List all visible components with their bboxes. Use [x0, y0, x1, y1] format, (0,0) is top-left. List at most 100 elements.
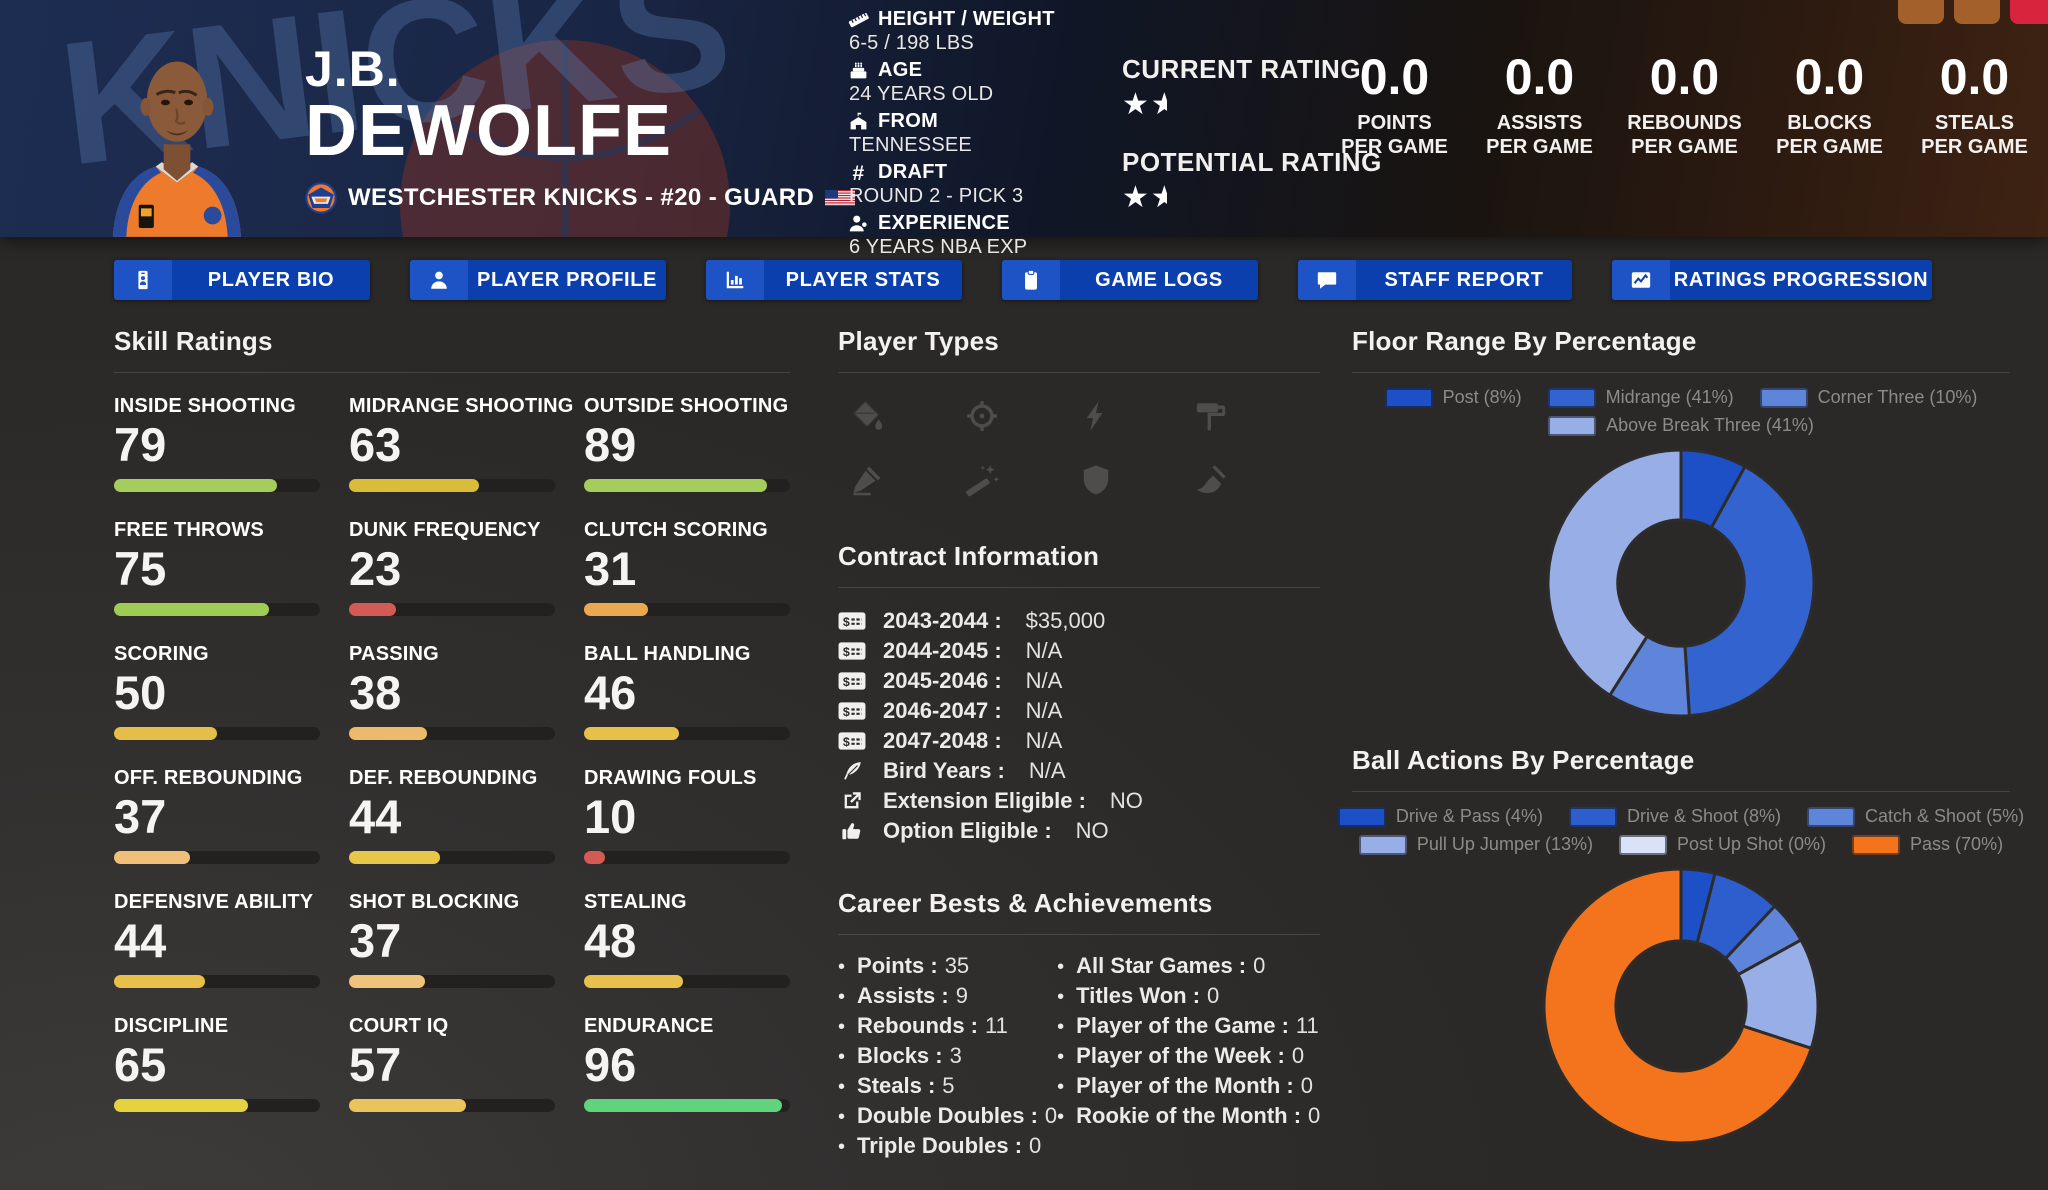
skill-bar-fill — [584, 974, 683, 988]
skill-bar — [114, 1098, 320, 1112]
legend-swatch — [1759, 387, 1808, 408]
tab-player-profile[interactable]: PLAYER PROFILE — [410, 260, 666, 300]
contract-value: N/A — [1025, 638, 1063, 663]
career-label: Assists : — [857, 983, 949, 1008]
skill-bar — [584, 726, 790, 740]
career-value: 0 — [1300, 1073, 1313, 1098]
stat-block: 0.0 POINTS PER GAME — [1322, 52, 1467, 159]
skill-bar-fill — [114, 602, 269, 616]
cake-icon — [848, 60, 869, 81]
skill-cell: SHOT BLOCKING 37 — [349, 891, 555, 988]
window-button-close[interactable] — [2010, 0, 2048, 24]
skill-value: 44 — [114, 913, 167, 967]
skill-value: 10 — [584, 789, 637, 843]
pen-nib-icon — [850, 463, 884, 497]
skill-cell: MIDRANGE SHOOTING 63 — [349, 395, 573, 492]
stat-value: 0.0 — [1359, 49, 1430, 105]
skill-label: SCORING — [114, 642, 209, 665]
paint-bucket-icon — [850, 399, 884, 433]
career-value: 11 — [1295, 1013, 1319, 1038]
contract-title: Contract Information — [838, 541, 1100, 571]
svg-text:$: $ — [843, 645, 850, 659]
skill-cell: SCORING 50 — [114, 643, 320, 740]
contract-label: Bird Years : — [883, 758, 1005, 783]
skill-cell: BALL HANDLING 46 — [584, 643, 790, 740]
hashtag-icon: # — [852, 162, 865, 185]
stat-label-line2: PER GAME — [1631, 135, 1738, 158]
stat-value: 0.0 — [1794, 49, 1865, 105]
skill-label: STEALING — [584, 890, 687, 913]
skill-bar-fill — [114, 850, 191, 864]
legend-item: Drive & Pass (4%) — [1337, 806, 1543, 827]
player-info-item: FROM TENNESSEE — [848, 110, 1138, 156]
stat-block: 0.0 BLOCKS PER GAME — [1757, 52, 1902, 159]
star-icon: ★ — [1122, 181, 1151, 214]
charts-column: Floor Range By Percentage Post (8%) Midra… — [1337, 326, 2024, 1150]
career-label: Blocks : — [857, 1043, 943, 1068]
skill-ratings-title: Skill Ratings — [114, 326, 273, 356]
skill-bar — [349, 726, 555, 740]
skill-value: 23 — [349, 541, 402, 595]
contract-value: N/A — [1025, 728, 1063, 753]
contract-label: 2044-2045 : — [883, 638, 1002, 663]
tab-label: PLAYER BIO — [207, 268, 335, 291]
contract-row: $2045-2046 : N/A — [838, 666, 1320, 696]
skill-value: 65 — [114, 1037, 167, 1091]
player-types-title: Player Types — [838, 326, 999, 356]
legend-label: Drive & Shoot (8%) — [1626, 806, 1782, 826]
svg-text:$: $ — [843, 705, 850, 719]
section-divider — [1352, 372, 2010, 373]
stat-value: 0.0 — [1504, 49, 1575, 105]
svg-text:$: $ — [843, 735, 850, 749]
skill-label: COURT IQ — [349, 1014, 449, 1037]
stat-label: ASSISTS PER GAME — [1467, 112, 1612, 159]
shield-icon — [1079, 463, 1113, 497]
legend-swatch — [1337, 806, 1386, 827]
player-info-label: # DRAFT — [848, 161, 1138, 185]
rating-block: CURRENT RATING ★★ — [1122, 54, 1382, 123]
skills-grid: INSIDE SHOOTING 79 MIDRANGE SHOOTING 63 OUTS… — [114, 395, 790, 1112]
tab-label: STAFF REPORT — [1384, 268, 1544, 291]
legend-label: Pull Up Jumper (13%) — [1416, 834, 1593, 854]
svg-text:$: $ — [843, 675, 850, 689]
stat-label-line2: PER GAME — [1486, 135, 1593, 158]
legend-label: Catch & Shoot (5%) — [1865, 806, 2025, 826]
career-item: • Rookie of the Month :0 — [1057, 1103, 1320, 1133]
skill-value: 44 — [349, 789, 402, 843]
legend-label: Above Break Three (41%) — [1606, 415, 1814, 435]
bullet-icon: • — [1057, 1016, 1065, 1038]
tab-game-logs[interactable]: GAME LOGS — [1002, 260, 1258, 300]
window-button-2[interactable] — [1954, 0, 2000, 24]
career-label: Triple Doubles : — [857, 1133, 1023, 1158]
window-button-1[interactable] — [1898, 0, 1944, 24]
career-item: • All Star Games :0 — [1057, 953, 1320, 983]
money-check-icon: $ — [838, 670, 866, 692]
skill-bar — [349, 478, 555, 492]
skill-value: 38 — [349, 665, 402, 719]
legend-swatch — [1807, 806, 1856, 827]
stat-label-line1: STEALS — [1935, 112, 2014, 134]
contract-row: $2043-2044 : $35,000 — [838, 606, 1320, 636]
skill-value: 50 — [114, 665, 167, 719]
career-label: Rookie of the Month : — [1076, 1103, 1302, 1128]
player-info-label-text: EXPERIENCE — [878, 212, 1010, 234]
tab-label: RATINGS PROGRESSION — [1673, 268, 1929, 291]
us-flag-icon — [825, 190, 856, 206]
tab-player-bio[interactable]: PLAYER BIO — [114, 260, 370, 300]
tab-label: PLAYER PROFILE — [477, 268, 657, 291]
contract-rows: $2043-2044 : $35,000 $2044-2045 : N/A $2045-… — [838, 606, 1320, 846]
skill-bar-fill — [114, 1098, 248, 1112]
player-info-list: HEIGHT / WEIGHT 6-5 / 198 LBS AGE 24 YEARS … — [848, 8, 1138, 263]
team-line: WESTCHESTER KNICKS - #20 - GUARD — [305, 182, 856, 214]
skill-value: 37 — [349, 913, 402, 967]
tab-ratings-progression[interactable]: RATINGS PROGRESSION — [1612, 260, 1932, 300]
bullet-icon: • — [838, 1136, 846, 1158]
tab-staff-report[interactable]: STAFF REPORT — [1298, 260, 1572, 300]
player-info-value: ROUND 2 - PICK 3 — [849, 185, 1024, 207]
legend-swatch — [1384, 387, 1433, 408]
legend-item: Catch & Shoot (5%) — [1807, 806, 2024, 827]
skill-label: ENDURANCE — [584, 1014, 714, 1037]
career-label: Titles Won : — [1076, 983, 1201, 1008]
tab-player-stats[interactable]: PLAYER STATS — [706, 260, 962, 300]
